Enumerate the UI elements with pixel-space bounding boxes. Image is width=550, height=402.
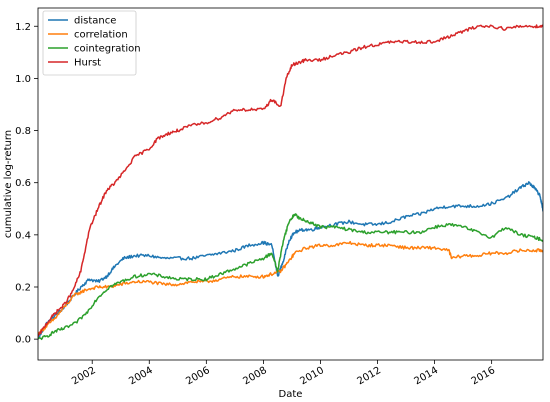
x-axis: 2002 2004 2006 2008 2010 2012 2014 2016 — [70, 360, 497, 387]
legend-box — [42, 10, 137, 76]
x-tick-label: 2012 — [355, 365, 383, 387]
series-line-distance — [38, 181, 543, 340]
series-line-hurst — [38, 24, 543, 337]
y-axis: 0.0 0.2 0.4 0.6 0.8 1.0 1.2 — [15, 22, 38, 346]
x-tick-label: 2006 — [184, 365, 212, 387]
legend-label: cointegration — [74, 44, 141, 55]
y-tick-label: 0.6 — [15, 178, 31, 189]
y-axis-title: cumulative log-return — [3, 130, 14, 238]
y-tick-label: 0.2 — [15, 282, 31, 293]
x-tick-label: 2004 — [127, 365, 155, 387]
legend-label: distance — [74, 16, 116, 27]
plot-frame — [37, 7, 544, 361]
x-tick-label: 2016 — [470, 365, 498, 387]
x-tick-label: 2010 — [298, 365, 326, 387]
plot-lines — [38, 24, 543, 341]
x-axis-title: Date — [279, 389, 303, 400]
legend: distance correlation cointegration Hurst — [42, 10, 141, 76]
series-line-cointegration — [38, 213, 543, 341]
y-tick-label: 1.2 — [15, 22, 31, 33]
legend-label: correlation — [74, 30, 128, 41]
x-tick-label: 2008 — [241, 365, 269, 387]
x-tick-label: 2002 — [70, 365, 98, 387]
y-tick-label: 0.8 — [15, 126, 31, 137]
x-tick-label: 2014 — [413, 365, 441, 387]
y-tick-label: 0.0 — [15, 335, 31, 346]
y-tick-label: 0.4 — [15, 230, 31, 241]
legend-label: Hurst — [74, 58, 101, 69]
y-tick-label: 1.0 — [15, 74, 31, 85]
series-line-correlation — [38, 240, 543, 335]
